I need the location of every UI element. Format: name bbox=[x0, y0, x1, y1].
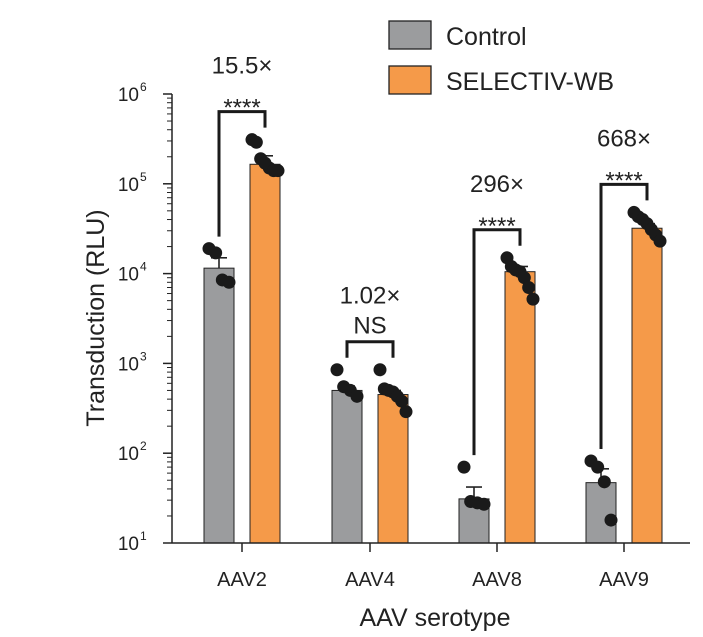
y-tick-exponent: 5 bbox=[140, 170, 147, 184]
legend-swatch-selectiv-wb bbox=[388, 65, 432, 95]
data-point-selectiv-wb-aav2 bbox=[271, 164, 285, 178]
significance-bracket-aav8 bbox=[472, 228, 522, 456]
x-tick-label-aav9: AAV9 bbox=[599, 569, 649, 591]
significance-bracket-aav2 bbox=[217, 110, 267, 237]
y-tick-label: 10 bbox=[118, 534, 139, 555]
y-tick-label: 10 bbox=[118, 85, 139, 106]
significance-label-aav2: **** bbox=[223, 95, 260, 122]
legend-item-selectiv-wb: SELECTIV-WB bbox=[388, 65, 614, 96]
data-point-selectiv-wb-aav4 bbox=[395, 394, 409, 408]
x-tick-label-aav2: AAV2 bbox=[217, 569, 267, 591]
fold-change-label-aav2: 15.5× bbox=[212, 53, 273, 80]
significance-label-aav8: **** bbox=[478, 213, 515, 240]
data-point-control-aav9 bbox=[597, 475, 611, 489]
data-point-selectiv-wb-aav4 bbox=[399, 405, 413, 419]
data-point-selectiv-wb-aav8 bbox=[522, 281, 536, 295]
bar-control-aav9 bbox=[585, 482, 617, 544]
legend-swatch-control bbox=[388, 20, 432, 50]
fold-change-label-aav4: 1.02× bbox=[340, 283, 401, 310]
data-point-control-aav9 bbox=[604, 513, 618, 527]
significance-label-aav9: **** bbox=[605, 167, 642, 194]
error-bar-control-aav2 bbox=[211, 256, 227, 269]
data-point-selectiv-wb-aav8 bbox=[517, 271, 531, 285]
data-point-selectiv-wb-aav9 bbox=[653, 234, 667, 248]
legend: Control SELECTIV-WB bbox=[388, 20, 614, 96]
bar-selectiv-wb-aav2 bbox=[249, 163, 281, 544]
fold-change-label-aav9: 668× bbox=[597, 125, 651, 152]
y-tick-exponent: 2 bbox=[140, 439, 147, 453]
bar-control-aav2 bbox=[203, 267, 235, 544]
data-point-control-aav8 bbox=[457, 460, 471, 474]
y-tick-exponent: 4 bbox=[140, 260, 147, 274]
annotations-layer: **** 15.5× NS 1.02× **** 296× **** 668× bbox=[212, 53, 651, 456]
points-layer bbox=[202, 133, 667, 527]
y-axis-title: Transduction (RLU) bbox=[82, 209, 110, 426]
data-point-selectiv-wb-aav8 bbox=[526, 292, 540, 306]
data-point-control-aav9 bbox=[591, 460, 605, 474]
bar-selectiv-wb-aav9 bbox=[631, 227, 663, 544]
data-point-control-aav8 bbox=[477, 497, 491, 511]
y-tick-label: 10 bbox=[118, 175, 139, 196]
legend-label-selectiv-wb: SELECTIV-WB bbox=[446, 68, 614, 96]
data-point-control-aav4 bbox=[350, 389, 364, 403]
legend-item-control: Control bbox=[388, 20, 527, 51]
fold-change-label-aav8: 296× bbox=[470, 171, 524, 198]
bar-selectiv-wb-aav8 bbox=[504, 271, 536, 544]
y-tick-exponent: 3 bbox=[140, 349, 147, 363]
significance-bracket-aav4 bbox=[345, 340, 395, 358]
y-tick-label: 10 bbox=[118, 444, 139, 465]
y-tick-label: 10 bbox=[118, 354, 139, 375]
data-point-control-aav4 bbox=[330, 363, 344, 377]
x-tick-label-aav8: AAV8 bbox=[472, 569, 522, 591]
y-tick-exponent: 6 bbox=[140, 80, 147, 94]
y-tick-label: 10 bbox=[118, 265, 139, 286]
significance-label-aav4: NS bbox=[353, 313, 386, 340]
data-point-control-aav2 bbox=[209, 246, 223, 260]
y-tick-exponent: 1 bbox=[140, 529, 147, 543]
significance-bracket-aav9 bbox=[599, 182, 649, 449]
bar-control-aav4 bbox=[331, 389, 363, 544]
x-tick-label-aav4: AAV4 bbox=[345, 569, 395, 591]
data-point-selectiv-wb-aav2 bbox=[249, 135, 263, 149]
bar-selectiv-wb-aav4 bbox=[377, 394, 409, 544]
x-axis-title: AAV serotype bbox=[359, 604, 510, 632]
data-point-selectiv-wb-aav4 bbox=[373, 363, 387, 377]
bars-layer bbox=[203, 163, 663, 544]
data-point-control-aav2 bbox=[222, 275, 236, 289]
legend-label-control: Control bbox=[446, 23, 527, 51]
